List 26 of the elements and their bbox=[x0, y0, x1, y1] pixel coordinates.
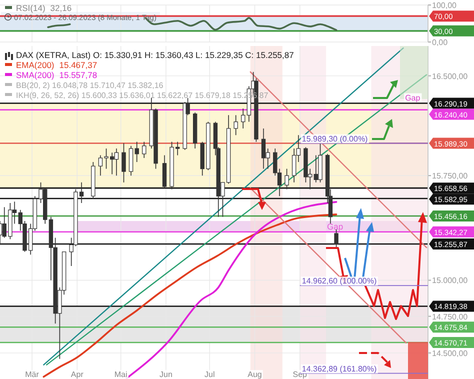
band-label: Gap bbox=[327, 221, 344, 232]
legend-label: RSI(14) bbox=[16, 3, 46, 13]
legend-label: EMA(200) bbox=[16, 60, 54, 70]
y-tick-label: 16.500,00 bbox=[432, 72, 468, 81]
legend-label: SMA(200) bbox=[16, 70, 54, 80]
annotation: 15.989,30 (0.00%) bbox=[302, 134, 368, 144]
annotation: 14.962,60 (100.00%) bbox=[302, 276, 377, 286]
y-tick-label: 14.500,00 bbox=[432, 348, 468, 358]
y-tick-label: 0,00 bbox=[432, 38, 448, 47]
annotation: 32,16 bbox=[50, 3, 72, 13]
y-tick-label: 100,00 bbox=[432, 1, 458, 10]
annotation: BB(20, 2) 16.048,78 15.710,47 15.382,16 bbox=[16, 81, 164, 90]
annotation: Gap bbox=[405, 93, 421, 102]
x-tick-label: Jun bbox=[160, 370, 172, 379]
annotation: 15.467,37 bbox=[59, 60, 98, 70]
x-tick-label: Mai bbox=[114, 370, 128, 379]
x-tick-label: Aug bbox=[248, 370, 262, 379]
y-tick-label: 15.750,00 bbox=[432, 172, 468, 181]
y-tick-label: 15.000,00 bbox=[432, 276, 468, 286]
x-tick-label: Apr bbox=[70, 370, 84, 379]
text: DAX (XETRA, Last) O: 15.330,91 H: 15.360,43 L: 15.229,35 C: 15.255,87 bbox=[16, 50, 294, 60]
annotation: 15.557,78 bbox=[59, 70, 98, 80]
annotation: 14.362,89 (161.80%) bbox=[302, 364, 377, 374]
x-tick-label: Mär bbox=[25, 370, 40, 379]
x-tick-label: Jul bbox=[204, 370, 215, 379]
y-tick-label: 14.750,00 bbox=[432, 312, 468, 322]
